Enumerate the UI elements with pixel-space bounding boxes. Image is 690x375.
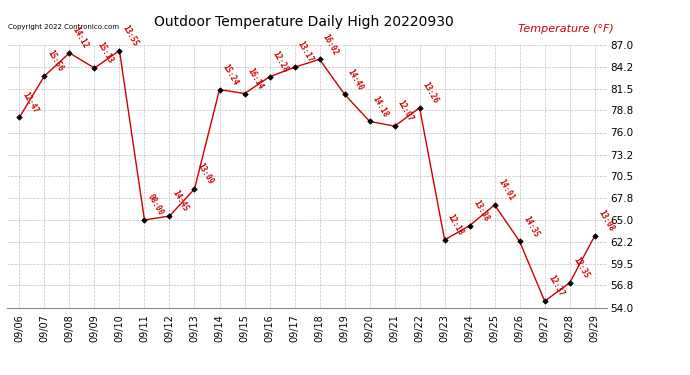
Text: Copyright 2022 Contronico.com: Copyright 2022 Contronico.com: [8, 24, 119, 30]
Text: 15:24: 15:24: [221, 62, 240, 87]
Text: 12:47: 12:47: [21, 90, 40, 115]
Text: 12:35: 12:35: [571, 255, 591, 280]
Text: 08:00: 08:00: [146, 193, 165, 217]
Text: 15:13: 15:13: [96, 41, 115, 65]
Text: 16:02: 16:02: [321, 32, 340, 57]
Text: 12:37: 12:37: [546, 274, 565, 298]
Text: 12:28: 12:28: [271, 50, 290, 74]
Text: 14:18: 14:18: [371, 94, 391, 118]
Text: 13:55: 13:55: [121, 23, 140, 48]
Text: 14:12: 14:12: [71, 26, 90, 50]
Text: 13:09: 13:09: [196, 162, 215, 186]
Text: 13:26: 13:26: [421, 81, 440, 105]
Text: 15:56: 15:56: [46, 49, 65, 73]
Text: 12:07: 12:07: [396, 99, 415, 123]
Text: 14:01: 14:01: [496, 178, 515, 202]
Text: 13:17: 13:17: [296, 40, 315, 64]
Text: 13:08: 13:08: [596, 209, 615, 233]
Text: 13:38: 13:38: [471, 198, 491, 223]
Text: 12:18: 12:18: [446, 213, 465, 237]
Text: 14:45: 14:45: [171, 189, 190, 213]
Text: 14:35: 14:35: [521, 214, 540, 239]
Text: 16:14: 16:14: [246, 66, 265, 91]
Text: 14:40: 14:40: [346, 67, 365, 92]
Text: Outdoor Temperature Daily High 20220930: Outdoor Temperature Daily High 20220930: [154, 15, 453, 29]
Text: Temperature (°F): Temperature (°F): [518, 24, 614, 34]
